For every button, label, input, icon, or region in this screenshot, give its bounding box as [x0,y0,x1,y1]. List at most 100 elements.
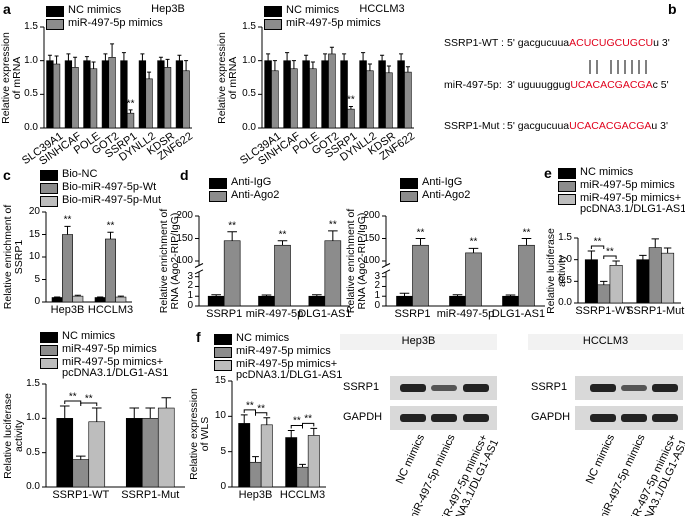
error-bar [312,294,322,297]
legend-swatch [40,170,58,181]
bar [56,418,74,488]
error-bar [91,61,96,69]
legend-swatch [400,191,418,202]
y-axis-label: Relative luciferase activity [544,227,568,314]
legend: NC mimics miR-497-5p mimics miR-497-5p mim… [558,167,685,216]
legend-label: NC mimics [62,330,116,342]
legend-item: miR-497-5p mimics [40,344,168,356]
x-tick-label: Hep3B [238,489,273,501]
bar [260,424,273,488]
bar [126,112,135,129]
y-tick-label: 1.5 [242,20,256,32]
panel-label: e [544,165,552,181]
bar [296,466,309,488]
blot-title: Hep3B [401,335,436,348]
blot-band [463,384,489,392]
legend-label: miR-497-5p mimics+ pcDNA3.1/DLG1-AS1 [62,356,169,379]
y-tick-label: 1.0 [242,54,256,66]
error-bar [117,295,124,298]
x-tick-label: miR-497-5p [436,308,495,320]
bar [94,297,106,303]
bar [258,295,275,307]
bar [307,435,320,488]
blot-row-label: GAPDH [531,411,571,424]
error-bar [177,54,182,61]
bar [302,60,310,129]
bar [285,437,298,488]
y-axis-label: Relative expression of WLS [187,388,211,480]
error-bar [165,58,170,68]
panel-label: c [3,167,11,183]
y-tick-label: 3 [187,270,193,282]
error-bar [184,60,189,71]
y-tick-label: 150 [176,232,193,244]
bar [145,78,153,129]
legend-item: miR-497-5p mimics [558,180,685,192]
y-axis-label: Relative expression of mRNA [215,31,239,124]
y-tick-label: 5 [34,273,40,285]
error-bar [587,250,596,260]
error-bar [252,456,259,463]
blot-band [590,414,616,422]
y-tick-label: 1.0 [26,412,40,424]
significance-label: ** [522,227,531,238]
legend-item: miR-497-5p mimics [214,346,342,358]
y-tick-label: 0.0 [26,480,40,492]
y-tick-label: 100 [176,254,193,266]
error-bar [75,455,86,460]
bar [271,70,279,129]
legend-item: miR-497-5p mimics+ pcDNA3.1/DLG1-AS1 [40,357,168,379]
error-bar [107,231,114,239]
y-tick-label: 0.0 [558,296,572,308]
error-bar [651,238,659,248]
legend: Bio-NC Bio-miR-497-5p-Wt Bio-miR-497-5p-Mu… [40,169,161,208]
significance-label: ** [257,403,266,415]
bar [502,295,519,307]
y-tick-label: 0.5 [26,446,40,458]
error-bar [386,65,391,73]
error-bar [103,53,108,61]
sequence-part: 3' uguuuggug [507,79,571,91]
panel-label: a [3,1,11,17]
legend-swatch [40,332,58,343]
bar [597,284,611,304]
error-bar [612,260,620,266]
legend-swatch [40,183,58,194]
blot-row-label: SSRP1 [531,381,568,394]
error-bar [128,109,133,114]
y-tick-label: 200 [176,209,193,221]
significance-label: ** [304,413,313,425]
legend-swatch [214,334,232,345]
significance-bracket [290,424,303,429]
bar [157,407,175,488]
y-tick-label: 0.0 [242,121,256,133]
axis-break [381,263,391,268]
legend-swatch [40,358,58,369]
x-tick-label: SSRP1 [206,308,243,320]
legend: NC mimics miR-497-5p mimics [264,5,381,31]
axis-break [194,269,204,275]
legend-item: Bio-miR-497-5p-Mut [40,195,161,207]
y-tick-label: 15 [214,374,226,386]
bar [309,68,317,129]
x-tick-label: DLG1-AS1 [298,308,352,320]
error-bar [129,407,140,419]
error-bar [240,414,248,424]
sequence-part: u 3' [653,37,670,49]
significance-bracket [80,402,98,407]
bar [64,60,73,129]
y-tick-label: 0.5 [558,275,572,287]
error-bar [266,53,271,61]
legend-swatch [400,178,418,189]
significance-label: ** [63,214,72,226]
error-bar [310,427,318,436]
error-bar [291,60,296,69]
blot-band [621,385,647,391]
legend-swatch [214,360,232,371]
significance-bracket [255,412,268,416]
legend-item: miR-497-5p mimics+ pcDNA3.1/DLG1-AS1 [558,193,685,215]
y-tick-label: 0.5 [242,88,256,100]
x-tick-label: SSRP1-Mut [121,489,180,501]
error-bar [663,247,672,254]
